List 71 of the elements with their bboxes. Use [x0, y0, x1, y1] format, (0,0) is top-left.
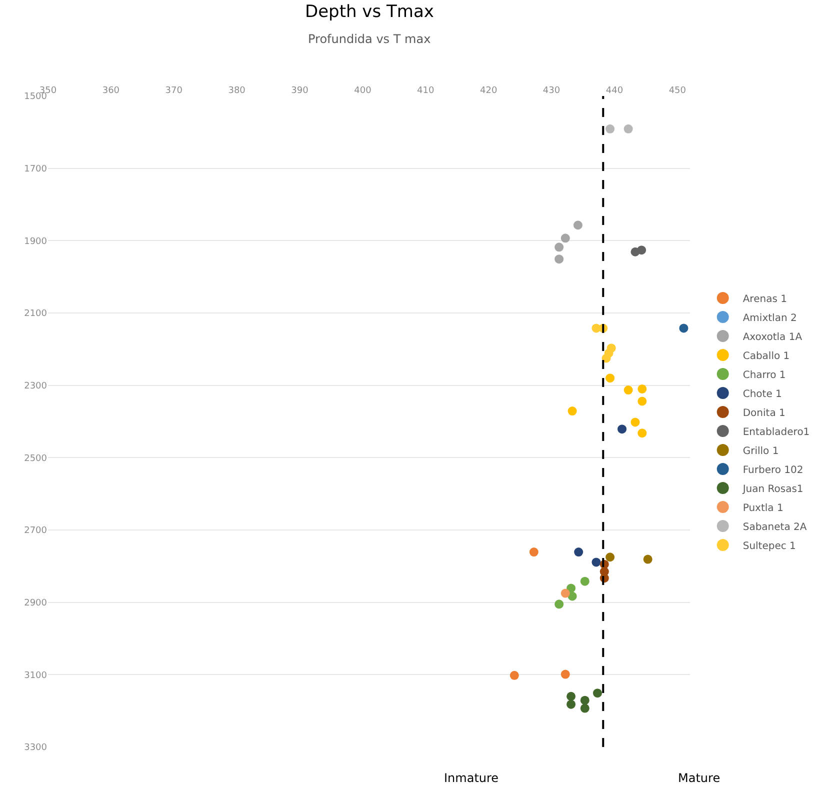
- point: [529, 548, 538, 557]
- point: [637, 246, 646, 255]
- point: [606, 552, 615, 562]
- x-tick-label: 360: [102, 86, 120, 96]
- legend-label: Furbero 102: [742, 464, 804, 476]
- y-tick-label: 3300: [24, 743, 48, 754]
- legend-label: Donita 1: [742, 408, 786, 419]
- x-tick-label: 410: [417, 86, 435, 96]
- legend-label: Charro 1: [742, 370, 786, 381]
- point: [624, 124, 633, 134]
- y-tick-label: 2900: [24, 598, 48, 608]
- point: [568, 592, 577, 601]
- point: [560, 670, 570, 679]
- x-tick-label: 420: [480, 86, 498, 96]
- legend-label: Chote 1: [742, 388, 782, 400]
- chart-subtitle: Profundida vs T max: [308, 32, 431, 46]
- point: [560, 234, 570, 243]
- text: Mature: [678, 771, 720, 785]
- point: [568, 406, 577, 416]
- point: [574, 548, 584, 557]
- x-tick-label: 380: [228, 86, 246, 96]
- point: [679, 324, 688, 333]
- y-tick-label: 3100: [24, 670, 48, 681]
- y-tick-label: 1900: [24, 236, 48, 247]
- point: [618, 424, 627, 434]
- point: [510, 670, 519, 680]
- x-tick-label: 450: [668, 86, 686, 96]
- point: [606, 124, 615, 134]
- legend-label: Puxtla 1: [742, 502, 784, 514]
- point: [643, 554, 652, 564]
- point: [606, 374, 615, 383]
- x-tick-label: 400: [354, 86, 372, 96]
- legend-label: Axoxotla 1A: [742, 332, 802, 343]
- point: [638, 428, 647, 438]
- y-tick-label: 2700: [24, 526, 48, 536]
- legend-label: Caballo 1: [742, 350, 790, 362]
- point: [602, 354, 611, 363]
- legend-label: Entabladero1: [742, 426, 810, 438]
- y-tick-label: 1700: [24, 164, 48, 174]
- legend-label: Arenas 1: [742, 294, 787, 305]
- legend-label: Sabaneta 2A: [742, 522, 807, 533]
- point: [592, 688, 602, 698]
- y-tick-label: 2500: [24, 454, 48, 464]
- point: [580, 696, 590, 705]
- x-tick-label: 390: [291, 86, 309, 96]
- point: [630, 418, 640, 427]
- legend-label: Juan Rosas1: [742, 484, 804, 495]
- point: [624, 386, 633, 395]
- x-tick-label: 430: [542, 86, 560, 96]
- y-tick-label: 2300: [24, 381, 48, 392]
- point: [560, 588, 570, 598]
- point: [566, 692, 576, 701]
- x-tick-label: 370: [165, 86, 183, 96]
- legend-label: Sultepec 1: [742, 540, 796, 552]
- point: [566, 700, 576, 709]
- point: [638, 384, 647, 394]
- point: [580, 704, 590, 713]
- y-tick-label: 2100: [24, 309, 48, 320]
- legend-label: Grillo 1: [742, 446, 779, 457]
- point: [554, 242, 564, 252]
- point: [573, 220, 582, 230]
- point: [580, 576, 590, 586]
- point: [554, 600, 564, 609]
- legend-label: Amixtlan 2: [742, 312, 797, 324]
- point: [554, 254, 564, 264]
- x-tick-label: 440: [606, 86, 624, 96]
- chart-title: Depth vs Tmax: [305, 2, 434, 22]
- text: Inmature: [444, 771, 499, 785]
- point: [638, 396, 647, 406]
- point: [592, 558, 601, 567]
- y-tick-label: 1500: [24, 92, 48, 102]
